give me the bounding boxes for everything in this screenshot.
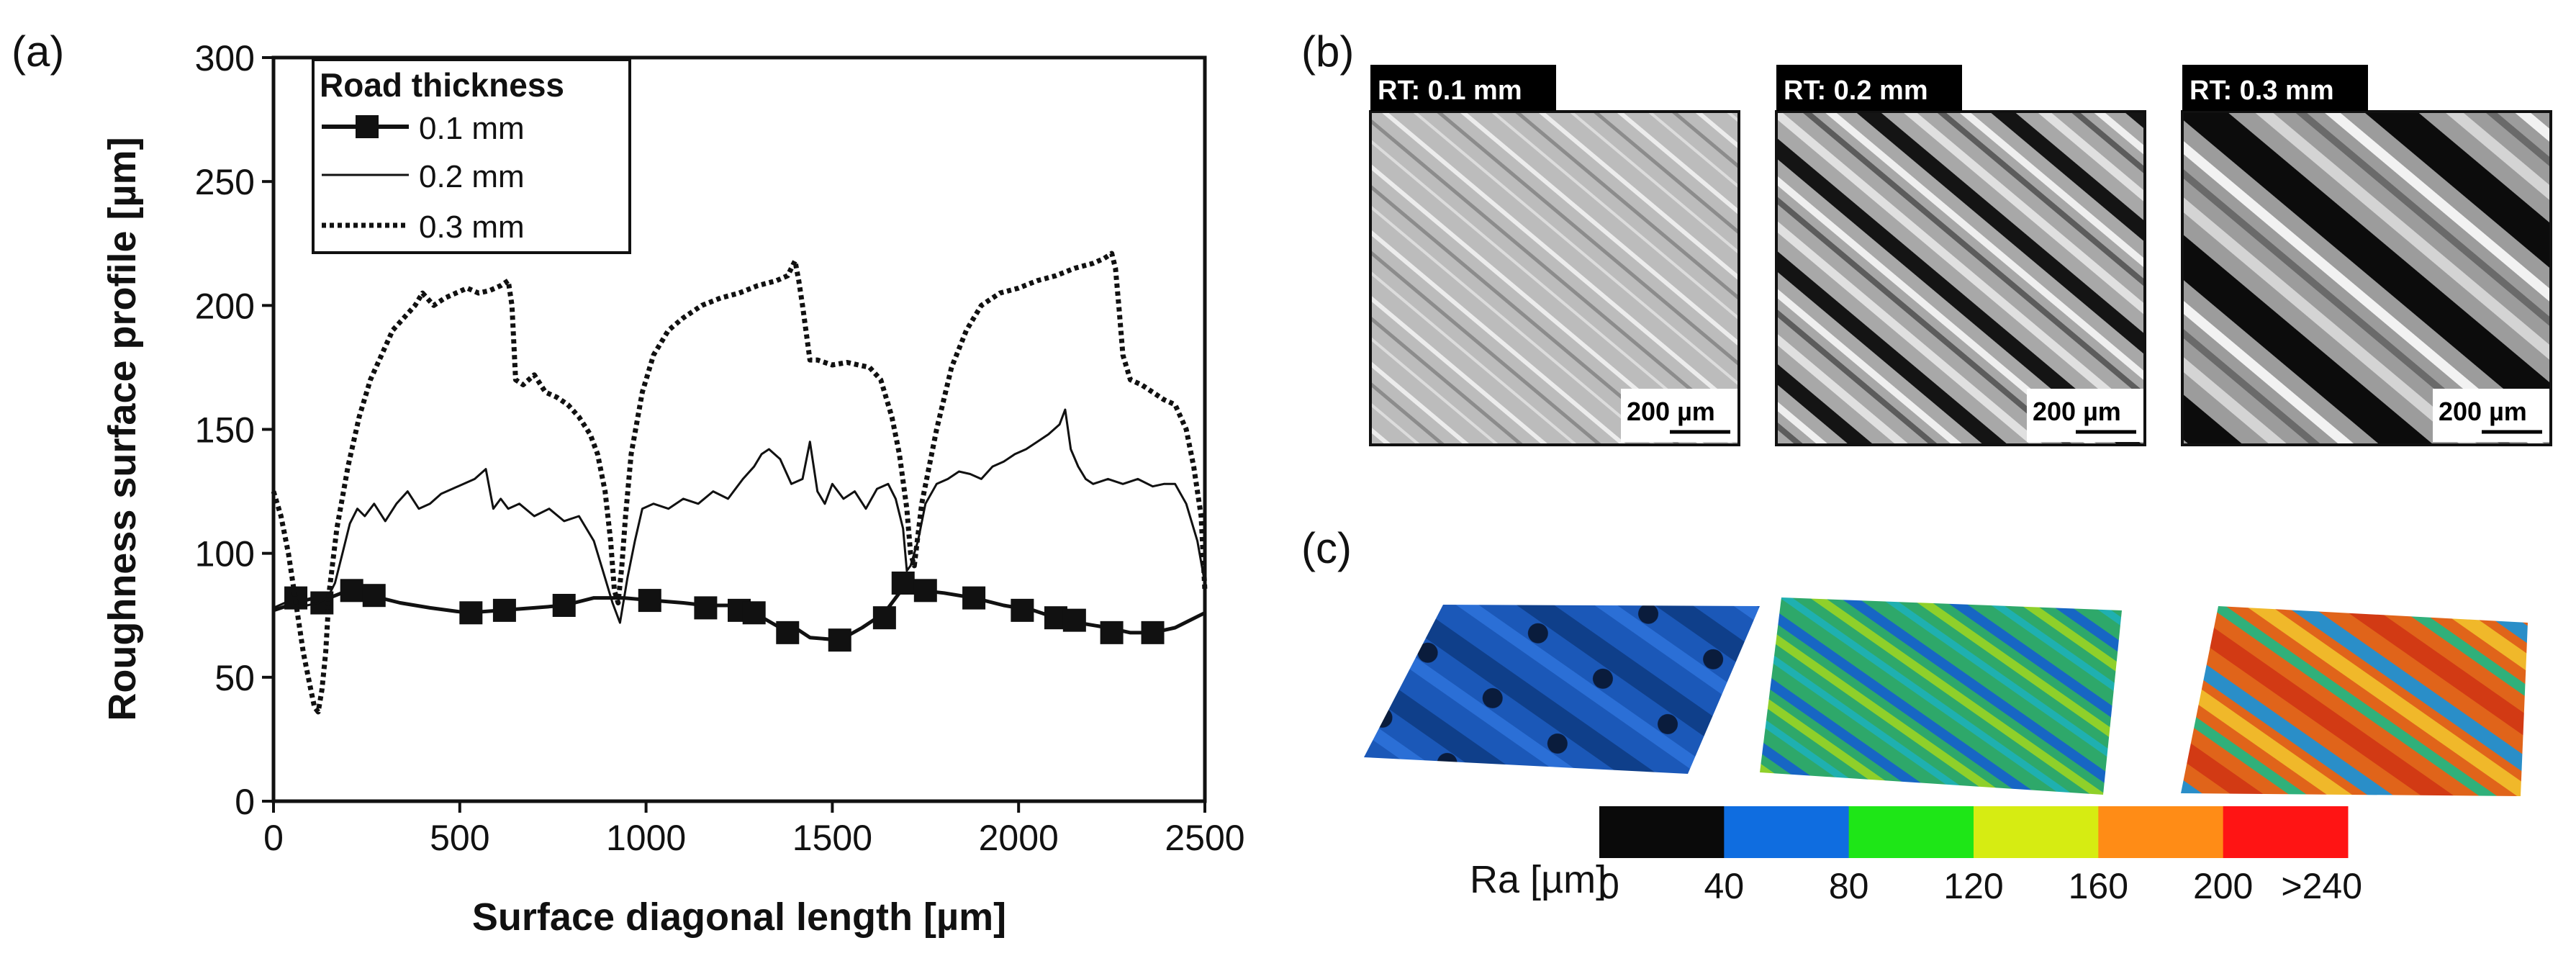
colorbar-swatch	[1724, 806, 1850, 858]
data-point-square	[962, 586, 986, 610]
legend-label-0.2mm: 0.2 mm	[419, 159, 525, 194]
data-point-square	[872, 606, 896, 630]
series-line-0.2mm	[273, 408, 1206, 624]
data-point-square	[1141, 621, 1165, 644]
surface-map-1	[1364, 605, 1760, 774]
colorbar-swatch	[2098, 806, 2224, 858]
sem-image-2-scalebar-label: 200 µm	[2033, 397, 2121, 426]
legend-label-0.1mm: 0.1 mm	[419, 111, 525, 146]
sem-image-1-tag: RT: 0.1 mm	[1378, 76, 1522, 106]
data-point-square	[459, 601, 483, 625]
panel-label-b: (b)	[1301, 27, 1354, 76]
colorbar-tick-label: 120	[1943, 866, 2003, 906]
series-line-0.3mm	[271, 251, 1208, 715]
colorbar-tick-label: 80	[1829, 866, 1869, 906]
y-tick-label: 250	[195, 162, 255, 202]
colorbar-tick-label: 200	[2193, 866, 2253, 906]
sem-image-3: RT: 0.3 mm 200 µm	[2181, 65, 2552, 446]
sem-image-2-tag-bg	[1776, 65, 1962, 111]
data-point-square	[891, 571, 915, 595]
sem-image-3-tag: RT: 0.3 mm	[2189, 76, 2334, 106]
y-tick-label: 300	[195, 38, 255, 78]
panel-label-a: (a)	[12, 27, 64, 76]
series-layer	[271, 251, 1208, 715]
x-tick-label: 0	[263, 818, 284, 858]
sem-image-2: RT: 0.2 mm 200 µm	[1775, 65, 2146, 446]
data-point-square	[638, 589, 661, 613]
legend-item-0.1mm: 0.1 mm	[322, 111, 525, 146]
data-point-square	[362, 584, 386, 608]
colorbar: 0 40 80 120 160 200 >240 Ra [µm]	[1470, 806, 2362, 906]
tick-labels-layer: 0 500 1000 1500 2000 2500 0 50 100 150 200 250 300	[195, 38, 1245, 858]
axes-layer	[262, 56, 1206, 813]
x-axis-title: Surface diagonal length [µm]	[472, 895, 1006, 939]
surface-map-2	[1760, 597, 2122, 795]
line-chart: 0 500 1000 1500 2000 2500 0 50 100 150 200 250 300	[195, 38, 1245, 858]
legend-title: Road thickness	[320, 66, 564, 104]
y-axis-title: Roughness surface profile [µm]	[101, 137, 144, 721]
colorbar-swatch	[1974, 806, 2099, 858]
data-point-square	[1100, 621, 1124, 644]
surface-map-3	[2181, 606, 2528, 796]
data-point-square	[492, 598, 516, 622]
y-tick-label: 0	[235, 782, 255, 822]
colorbar-tick-label: 0	[1599, 866, 1619, 906]
data-point-square	[340, 579, 363, 603]
sem-image-1: RT: 0.1 mm 200 µm	[1369, 65, 1740, 446]
data-point-square	[913, 579, 937, 603]
data-point-square	[742, 601, 766, 625]
colorbar-tick-labels: 0 40 80 120 160 200 >240	[1599, 866, 2362, 906]
colorbar-tick-label: 160	[2069, 866, 2128, 906]
data-point-square	[828, 628, 851, 652]
x-tick-label: 2500	[1165, 818, 1244, 858]
data-point-square	[1011, 598, 1034, 622]
x-tick-label: 1000	[606, 818, 686, 858]
plot-frame	[271, 55, 1207, 803]
colorbar-swatch	[2223, 806, 2349, 858]
data-point-square	[1062, 608, 1086, 632]
sem-image-3-tag-bg	[2182, 65, 2368, 111]
x-tick-label: 2000	[979, 818, 1059, 858]
colorbar-tick-label: 40	[1704, 866, 1745, 906]
legend: Road thickness 0.1 mm 0.2 mm 0.3 mm	[312, 58, 631, 254]
data-point-square	[694, 596, 718, 620]
y-tick-label: 200	[195, 286, 255, 326]
colorbar-swatch	[1599, 806, 1725, 858]
y-tick-label: 150	[195, 410, 255, 451]
legend-label-0.3mm: 0.3 mm	[419, 209, 525, 245]
colorbar-tick-label: >240	[2281, 866, 2362, 906]
x-tick-label: 1500	[792, 818, 872, 858]
data-point-square	[552, 593, 576, 617]
sem-image-3-scalebar-label: 200 µm	[2439, 397, 2527, 426]
y-tick-label: 50	[214, 658, 255, 698]
data-point-square	[284, 586, 308, 610]
legend-marker-square	[356, 115, 379, 138]
colorbar-swatch	[1848, 806, 1974, 858]
sem-image-1-tag-bg	[1370, 65, 1556, 111]
colorbar-label: Ra [µm]	[1470, 858, 1606, 901]
y-tick-label: 100	[195, 534, 255, 574]
legend-box	[312, 58, 631, 254]
colorbar-swatches	[1599, 806, 2349, 858]
data-point-square	[776, 621, 800, 644]
legend-item-0.3mm: 0.3 mm	[322, 209, 525, 245]
x-tick-label: 500	[430, 818, 489, 858]
sem-image-2-tag: RT: 0.2 mm	[1784, 76, 1928, 106]
sem-image-1-scalebar-label: 200 µm	[1627, 397, 1715, 426]
legend-item-0.2mm: 0.2 mm	[322, 159, 525, 194]
panel-label-c: (c)	[1301, 524, 1352, 572]
